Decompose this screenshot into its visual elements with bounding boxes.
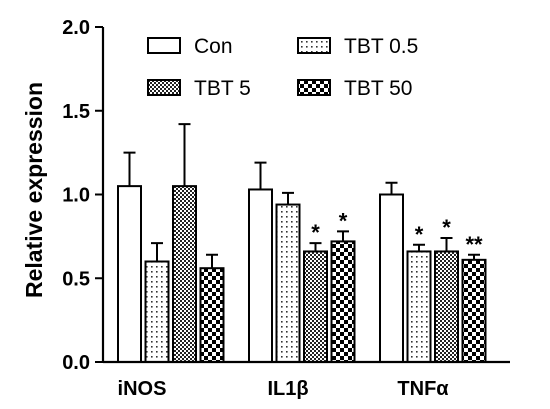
bars: ** ****	[117, 123, 487, 364]
significance-label: **	[465, 232, 483, 257]
legend: Con TBT 5 TBT 0.5 TBT 50	[147, 35, 418, 100]
bar	[379, 193, 404, 363]
significance-label: *	[339, 208, 348, 233]
bar	[406, 250, 432, 363]
bar	[199, 267, 225, 364]
bar	[117, 185, 142, 363]
y-tick-label: 0.0	[62, 352, 90, 374]
error-bar	[206, 253, 218, 269]
x-tick-label: iNOS	[118, 378, 167, 400]
bar	[330, 240, 356, 363]
legend-label: TBT 5	[194, 77, 251, 100]
legend-label: TBT 50	[344, 77, 412, 100]
bar	[275, 203, 301, 363]
y-tick-label: 2.0	[62, 17, 90, 39]
y-axis-label: Relative expression	[21, 82, 47, 298]
error-bar	[440, 237, 453, 252]
error-bar	[123, 151, 136, 187]
error-bar	[282, 191, 294, 205]
y-axis: 0.0 0.5 1.0 1.5 2.0	[62, 17, 103, 374]
error-bar	[385, 181, 398, 195]
x-axis: iNOS IL1β TNFα	[118, 378, 450, 400]
y-tick-label: 1.0	[62, 185, 90, 207]
significance-label: *	[442, 215, 451, 240]
error-bar	[337, 230, 349, 242]
x-tick-label: TNFα	[397, 378, 449, 400]
bar	[144, 260, 170, 363]
bar	[461, 258, 487, 364]
y-tick-label: 1.5	[62, 101, 90, 123]
significance-label: *	[311, 220, 320, 245]
y-tick-label: 0.5	[62, 268, 90, 290]
error-bar	[254, 161, 267, 190]
error-bar	[309, 242, 322, 252]
legend-swatch	[297, 79, 331, 96]
legend-swatch	[297, 37, 331, 54]
bar	[172, 185, 197, 363]
error-bar	[151, 242, 163, 262]
error-bar	[468, 253, 480, 260]
bar	[434, 250, 459, 363]
bar	[303, 250, 328, 363]
bar	[248, 188, 273, 363]
legend-swatch	[147, 37, 181, 54]
error-bar	[178, 123, 191, 187]
legend-swatch	[147, 79, 181, 96]
x-tick-label: IL1β	[267, 378, 308, 400]
legend-label: TBT 0.5	[344, 35, 418, 58]
error-bar	[413, 243, 425, 252]
significance-label: *	[415, 222, 424, 247]
legend-label: Con	[194, 35, 233, 58]
